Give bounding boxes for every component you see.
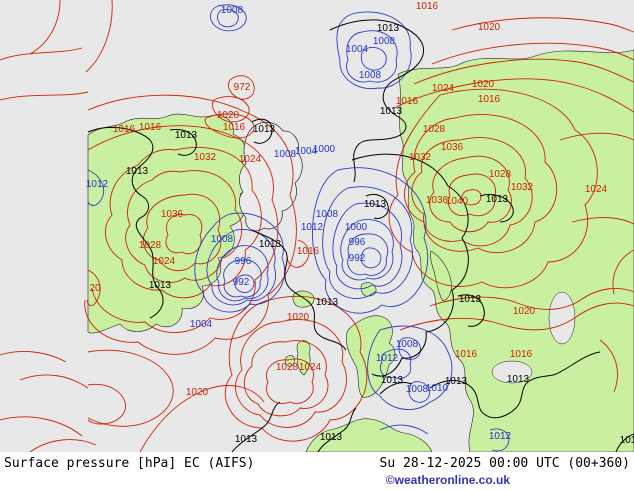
status-bar: Surface pressure [hPa] EC (AIFS) Su 28-1… [0,452,634,490]
isobar-black-layer [87,19,634,452]
land-svalbard [360,282,377,297]
isobar-blue-layer [87,4,510,452]
map-title: Surface pressure [hPa] EC (AIFS) [4,456,255,471]
caspian-sea [548,291,576,345]
map-area: 1008 1013 1016 1004 1008 1020 1008 972 1024 1020 1… [0,0,634,452]
land-layer [87,49,634,452]
inland-seas-layer [491,291,576,384]
land-ireland [284,355,295,367]
pressure-map-canvas [0,0,634,452]
land-scandinavia [345,315,396,398]
map-datetime: Su 28-12-2025 00:00 UTC (00+360) [379,456,630,471]
land-europe [305,418,433,452]
land-britain [296,340,311,376]
caption-line: Surface pressure [hPa] EC (AIFS) Su 28-1… [4,456,630,471]
black-sea [491,360,533,384]
copyright-link[interactable]: ©weatheronline.co.uk [385,473,510,487]
land-asia [397,49,634,452]
land-novaya-zemlya [430,250,452,302]
isobar-red-layer [0,0,634,452]
